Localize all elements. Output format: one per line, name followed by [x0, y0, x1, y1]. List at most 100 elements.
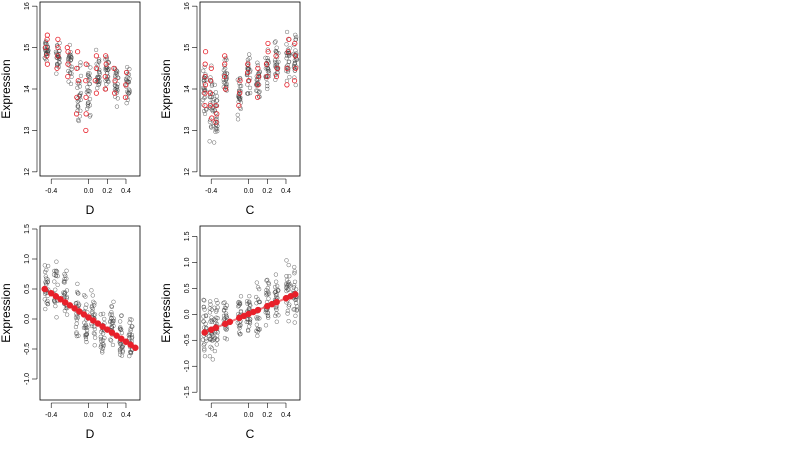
data-point: [76, 104, 81, 109]
data-point: [293, 48, 298, 53]
data-point: [203, 336, 209, 341]
data-point: [127, 66, 132, 72]
data-point: [255, 60, 260, 65]
y-tick-label: -0.5: [184, 334, 191, 346]
fitted-point: [74, 94, 80, 100]
x-tick-label: 0.4: [121, 188, 131, 195]
fitted-point: [104, 326, 111, 333]
y-tick-label: 14: [24, 85, 31, 93]
data-point: [294, 52, 299, 58]
data-point: [266, 296, 271, 301]
data-point: [54, 315, 59, 320]
fitted-point: [108, 329, 116, 336]
fitted-point: [222, 86, 229, 92]
data-point: [213, 129, 218, 134]
data-point: [55, 282, 60, 287]
data-point: [45, 277, 50, 282]
fitted-point: [55, 44, 61, 51]
y-tick-label: 1.0: [24, 254, 31, 264]
data-point: [118, 327, 123, 332]
y-tick-label: 12: [184, 168, 191, 176]
data-point: [75, 117, 81, 123]
y-tick-label: 0.5: [24, 284, 31, 294]
data-point: [75, 108, 80, 114]
data-point: [202, 108, 207, 114]
data-point: [109, 304, 114, 309]
data-point: [208, 101, 213, 106]
data-point: [42, 263, 47, 268]
data-point: [76, 291, 81, 296]
data-point: [214, 298, 219, 303]
data-point: [264, 287, 269, 293]
data-point: [209, 315, 214, 320]
data-point: [52, 299, 58, 305]
fitted-point: [293, 65, 299, 71]
data-point: [69, 64, 74, 69]
data-point: [62, 276, 67, 282]
data-point: [224, 57, 229, 62]
data-point: [127, 316, 133, 322]
data-point: [208, 299, 213, 304]
data-point: [284, 29, 290, 35]
data-point: [209, 319, 215, 325]
fitted-point: [122, 338, 130, 345]
data-point: [294, 301, 299, 306]
data-point: [284, 281, 289, 287]
y-tick-label: -0.5: [24, 343, 31, 355]
data-point: [237, 76, 243, 81]
data-point: [44, 41, 49, 47]
data-point: [212, 82, 217, 87]
y-tick-label: 0.0: [24, 314, 31, 324]
data-point: [117, 326, 123, 332]
data-point: [285, 311, 290, 316]
data-point: [101, 343, 106, 349]
data-point: [104, 56, 109, 61]
fitted-point: [71, 305, 78, 312]
data-point: [51, 272, 57, 277]
data-point: [212, 140, 217, 145]
data-point: [284, 42, 289, 47]
fitted-point: [236, 102, 242, 109]
data-point: [115, 96, 120, 101]
data-point: [294, 56, 299, 61]
data-point: [215, 300, 220, 306]
data-point: [245, 91, 250, 96]
data-point: [44, 267, 49, 273]
fitted-point: [265, 49, 271, 55]
data-point: [85, 85, 90, 90]
data-point: [99, 343, 104, 348]
data-point: [265, 81, 270, 86]
data-point: [215, 305, 220, 310]
data-point: [272, 40, 277, 45]
data-point: [265, 83, 270, 89]
data-point: [245, 301, 250, 306]
fitted-point: [256, 73, 262, 80]
data-point: [54, 268, 59, 273]
data-point: [221, 300, 226, 306]
fitted-point: [222, 53, 228, 59]
data-point: [235, 117, 241, 122]
data-point: [125, 97, 131, 102]
data-point: [87, 81, 92, 87]
data-point: [256, 71, 261, 76]
data-point: [78, 73, 84, 79]
data-point: [90, 311, 95, 316]
data-point: [63, 273, 68, 278]
data-point: [221, 313, 227, 318]
data-point: [292, 320, 297, 325]
data-point: [254, 322, 259, 327]
fitted-point: [127, 341, 134, 349]
data-point: [78, 90, 84, 96]
data-point: [237, 81, 242, 86]
plot-frame: [199, 225, 301, 401]
data-point: [276, 313, 281, 318]
data-point: [244, 72, 250, 78]
data-point: [91, 299, 96, 304]
y-tick-label: 15: [24, 44, 31, 52]
data-point: [43, 306, 48, 312]
data-point: [264, 292, 269, 298]
data-point: [117, 349, 123, 354]
x-tick-label: 0.0: [84, 188, 94, 195]
data-point: [265, 291, 270, 297]
data-point: [255, 316, 260, 322]
